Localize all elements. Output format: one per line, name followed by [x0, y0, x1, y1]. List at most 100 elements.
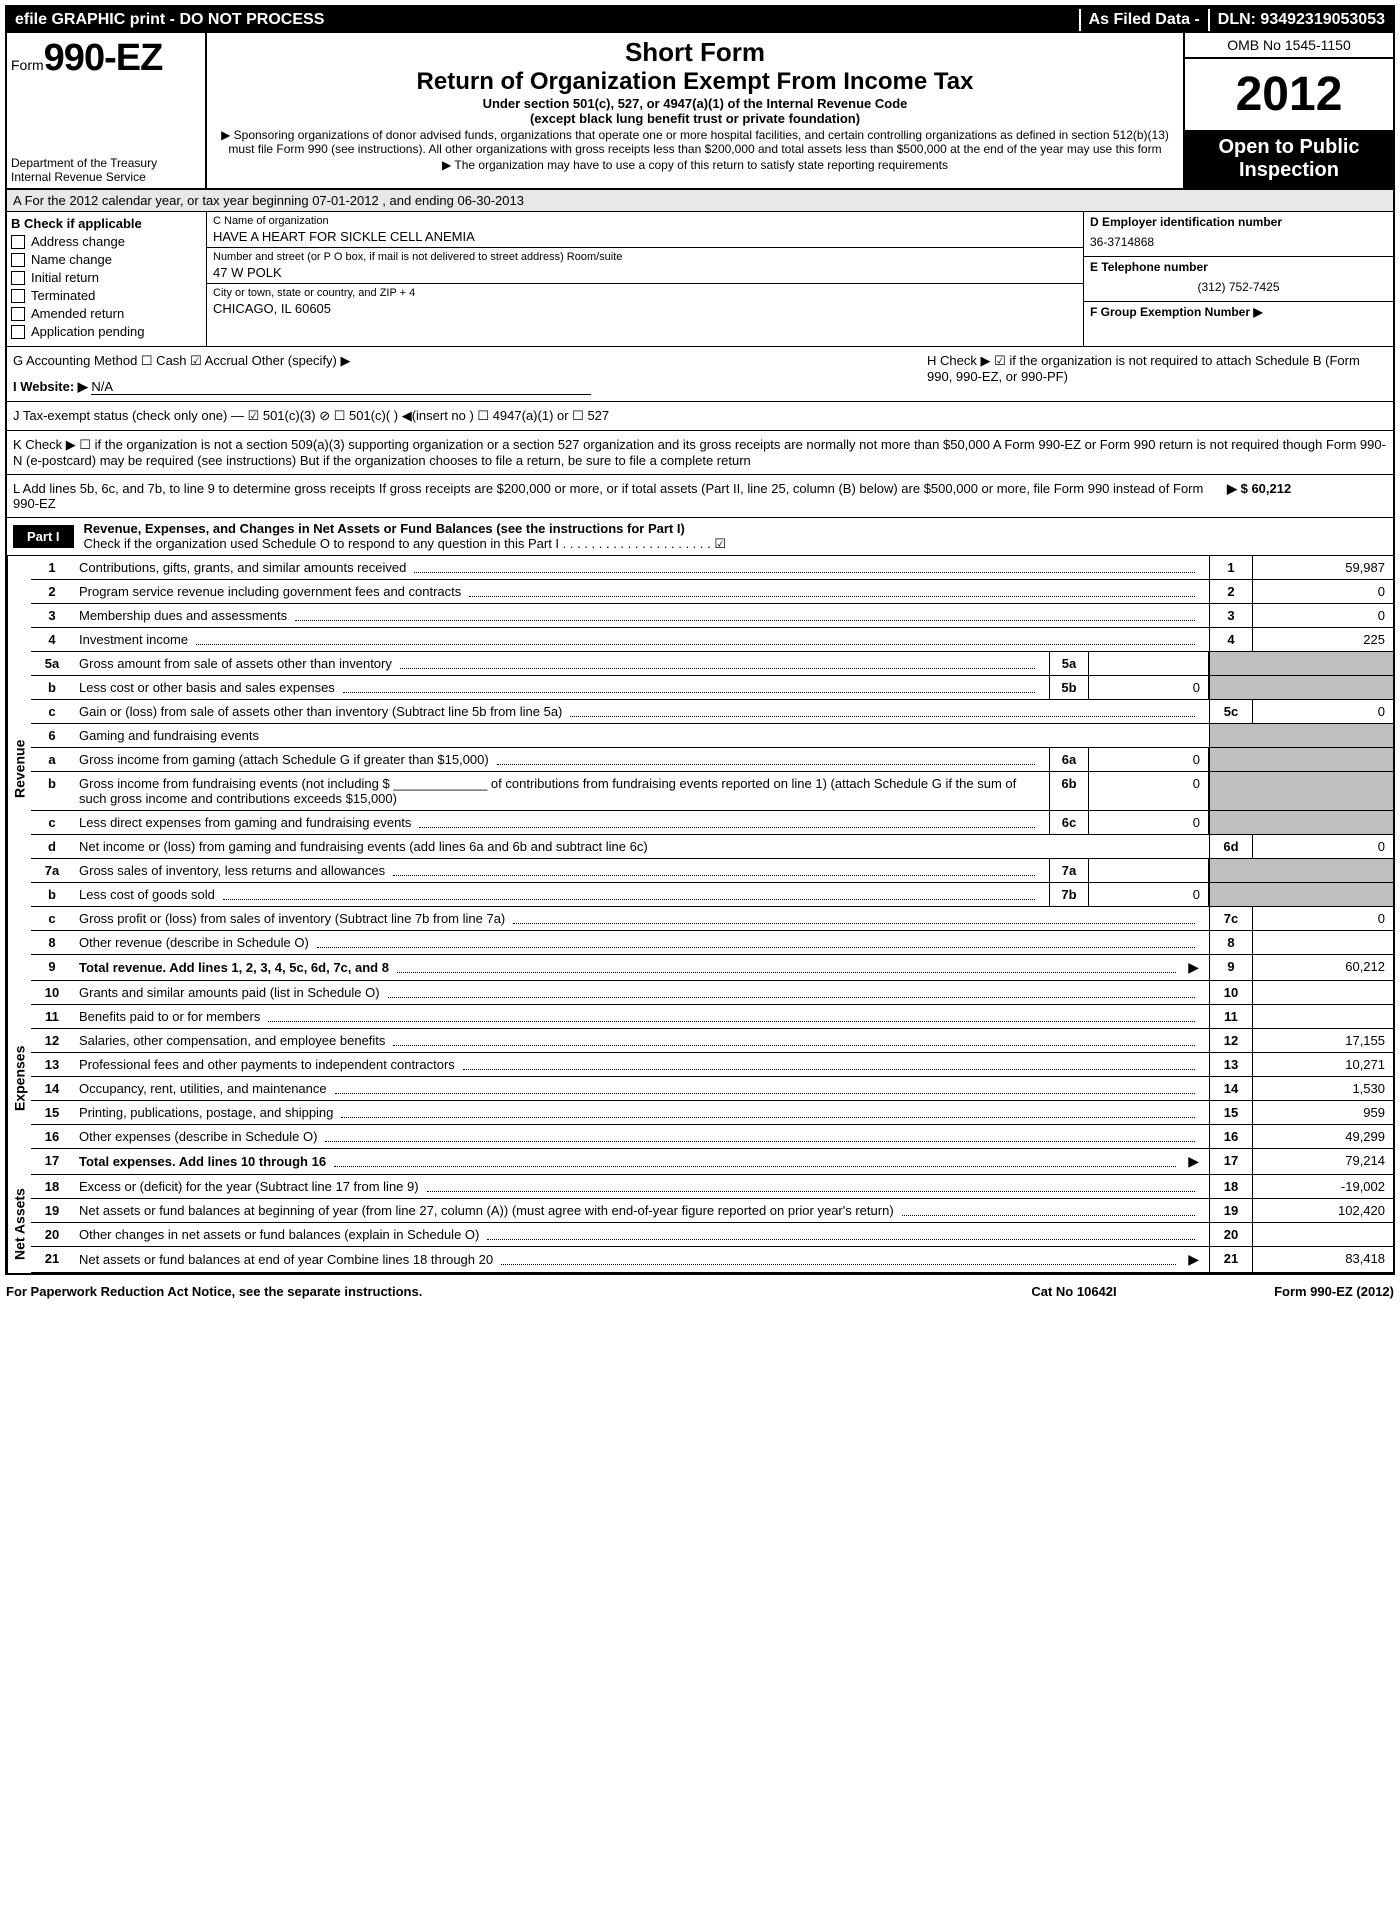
section-d-label: D Employer identification number — [1090, 215, 1387, 229]
name-label: C Name of organization — [213, 215, 1077, 227]
line-4: 4Investment income4225 — [31, 628, 1393, 652]
footer-right: Form 990-EZ (2012) — [1174, 1284, 1394, 1299]
line-6d: dNet income or (loss) from gaming and fu… — [31, 835, 1393, 859]
org-addr: 47 W POLK — [213, 265, 1077, 280]
line-19: 19Net assets or fund balances at beginni… — [31, 1199, 1393, 1223]
line-9: 9Total revenue. Add lines 1, 2, 3, 4, 5c… — [31, 955, 1393, 981]
line-10: 10Grants and similar amounts paid (list … — [31, 981, 1393, 1005]
top-bar: efile GRAPHIC print - DO NOT PROCESS As … — [7, 7, 1393, 33]
website: N/A — [91, 379, 591, 395]
form-container: efile GRAPHIC print - DO NOT PROCESS As … — [5, 5, 1395, 1275]
part1-label: Part I — [13, 525, 74, 548]
line-6b: bGross income from fundraising events (n… — [31, 772, 1393, 811]
line-5b: bLess cost or other basis and sales expe… — [31, 676, 1393, 700]
section-l-text: L Add lines 5b, 6c, and 7b, to line 9 to… — [13, 481, 1227, 511]
year: 2012 — [1185, 59, 1393, 130]
section-c: C Name of organization HAVE A HEART FOR … — [207, 212, 1083, 346]
open-public: Open to Public Inspection — [1185, 130, 1393, 188]
note1: ▶ Sponsoring organizations of donor advi… — [215, 128, 1175, 156]
part1-sub: Check if the organization used Schedule … — [84, 536, 726, 552]
cb-amended[interactable]: Amended return — [11, 306, 202, 321]
cb-name[interactable]: Name change — [11, 252, 202, 267]
note2: ▶ The organization may have to use a cop… — [215, 158, 1175, 172]
section-e-label: E Telephone number — [1090, 260, 1387, 274]
expenses-section: Expenses 10Grants and similar amounts pa… — [7, 981, 1393, 1175]
section-b-title: B Check if applicable — [11, 216, 202, 231]
section-a: A For the 2012 calendar year, or tax yea… — [7, 190, 1393, 212]
line-12: 12Salaries, other compensation, and empl… — [31, 1029, 1393, 1053]
section-h: H Check ▶ ☑ if the organization is not r… — [907, 353, 1387, 395]
line-2: 2Program service revenue including gover… — [31, 580, 1393, 604]
topbar-left: efile GRAPHIC print - DO NOT PROCESS — [7, 9, 1079, 31]
line-15: 15Printing, publications, postage, and s… — [31, 1101, 1393, 1125]
short-form: Short Form — [215, 37, 1175, 68]
header-center: Short Form Return of Organization Exempt… — [207, 33, 1183, 188]
line-5c: cGain or (loss) from sale of assets othe… — [31, 700, 1393, 724]
section-i-label: I Website: ▶ — [13, 379, 88, 394]
open1: Open to Public — [1191, 136, 1387, 159]
line-6a: aGross income from gaming (attach Schedu… — [31, 748, 1393, 772]
line-7b: bLess cost of goods sold7b0 — [31, 883, 1393, 907]
cb-initial[interactable]: Initial return — [11, 270, 202, 285]
entity-right: D Employer identification number 36-3714… — [1083, 212, 1393, 346]
entity-row: B Check if applicable Address change Nam… — [7, 212, 1393, 347]
line-11: 11Benefits paid to or for members11 — [31, 1005, 1393, 1029]
expenses-label: Expenses — [7, 981, 31, 1175]
header-right: OMB No 1545-1150 2012 Open to Public Ins… — [1183, 33, 1393, 188]
omb: OMB No 1545-1150 — [1185, 33, 1393, 59]
line-20: 20Other changes in net assets or fund ba… — [31, 1223, 1393, 1247]
cb-address[interactable]: Address change — [11, 234, 202, 249]
form-prefix: Form — [11, 57, 44, 73]
netassets-section: Net Assets 18Excess or (deficit) for the… — [7, 1175, 1393, 1273]
phone: (312) 752-7425 — [1090, 280, 1387, 294]
topbar-right: DLN: 93492319053053 — [1210, 9, 1393, 31]
dept1: Department of the Treasury — [11, 156, 201, 170]
line-7a: 7aGross sales of inventory, less returns… — [31, 859, 1393, 883]
line-6c: cLess direct expenses from gaming and fu… — [31, 811, 1393, 835]
form-number: 990-EZ — [44, 37, 163, 79]
city-label: City or town, state or country, and ZIP … — [213, 287, 1077, 299]
cb-terminated[interactable]: Terminated — [11, 288, 202, 303]
line-3: 3Membership dues and assessments30 — [31, 604, 1393, 628]
addr-label: Number and street (or P O box, if mail i… — [213, 251, 1077, 263]
topbar-mid: As Filed Data - — [1079, 9, 1210, 31]
sub1: Under section 501(c), 527, or 4947(a)(1)… — [215, 96, 1175, 111]
part1-header: Part I Revenue, Expenses, and Changes in… — [7, 518, 1393, 556]
line-21: 21Net assets or fund balances at end of … — [31, 1247, 1393, 1273]
line-7c: cGross profit or (loss) from sales of in… — [31, 907, 1393, 931]
footer: For Paperwork Reduction Act Notice, see … — [0, 1280, 1400, 1303]
section-b: B Check if applicable Address change Nam… — [7, 212, 207, 346]
section-g: G Accounting Method ☐ Cash ☑ Accrual Oth… — [13, 353, 907, 369]
section-l-amount: ▶ $ 60,212 — [1227, 481, 1387, 511]
open2: Inspection — [1191, 159, 1387, 182]
cb-pending[interactable]: Application pending — [11, 324, 202, 339]
line-14: 14Occupancy, rent, utilities, and mainte… — [31, 1077, 1393, 1101]
line-16: 16Other expenses (describe in Schedule O… — [31, 1125, 1393, 1149]
line-1: 1Contributions, gifts, grants, and simil… — [31, 556, 1393, 580]
section-k: K Check ▶ ☐ if the organization is not a… — [7, 431, 1393, 475]
footer-mid: Cat No 10642I — [974, 1284, 1174, 1299]
part1-title: Revenue, Expenses, and Changes in Net As… — [84, 521, 685, 536]
header-row: Form990-EZ Department of the Treasury In… — [7, 33, 1393, 190]
footer-left: For Paperwork Reduction Act Notice, see … — [6, 1284, 974, 1299]
line-8: 8Other revenue (describe in Schedule O)8 — [31, 931, 1393, 955]
org-city: CHICAGO, IL 60605 — [213, 301, 1077, 316]
section-f-label: F Group Exemption Number ▶ — [1090, 305, 1387, 319]
section-l: L Add lines 5b, 6c, and 7b, to line 9 to… — [7, 475, 1393, 518]
dept2: Internal Revenue Service — [11, 170, 201, 184]
line-6: 6Gaming and fundraising events — [31, 724, 1393, 748]
ein: 36-3714868 — [1090, 235, 1387, 249]
return-title: Return of Organization Exempt From Incom… — [215, 68, 1175, 96]
sub2: (except black lung benefit trust or priv… — [215, 111, 1175, 126]
section-j: J Tax-exempt status (check only one) — ☑… — [7, 402, 1393, 431]
revenue-section: Revenue 1Contributions, gifts, grants, a… — [7, 556, 1393, 981]
netassets-label: Net Assets — [7, 1175, 31, 1273]
header-left: Form990-EZ Department of the Treasury In… — [7, 33, 207, 188]
line-5a: 5aGross amount from sale of assets other… — [31, 652, 1393, 676]
line-18: 18Excess or (deficit) for the year (Subt… — [31, 1175, 1393, 1199]
revenue-label: Revenue — [7, 556, 31, 981]
dept-info: Department of the Treasury Internal Reve… — [11, 156, 201, 184]
row-gh: G Accounting Method ☐ Cash ☑ Accrual Oth… — [7, 347, 1393, 402]
org-name: HAVE A HEART FOR SICKLE CELL ANEMIA — [213, 229, 1077, 244]
line-13: 13Professional fees and other payments t… — [31, 1053, 1393, 1077]
